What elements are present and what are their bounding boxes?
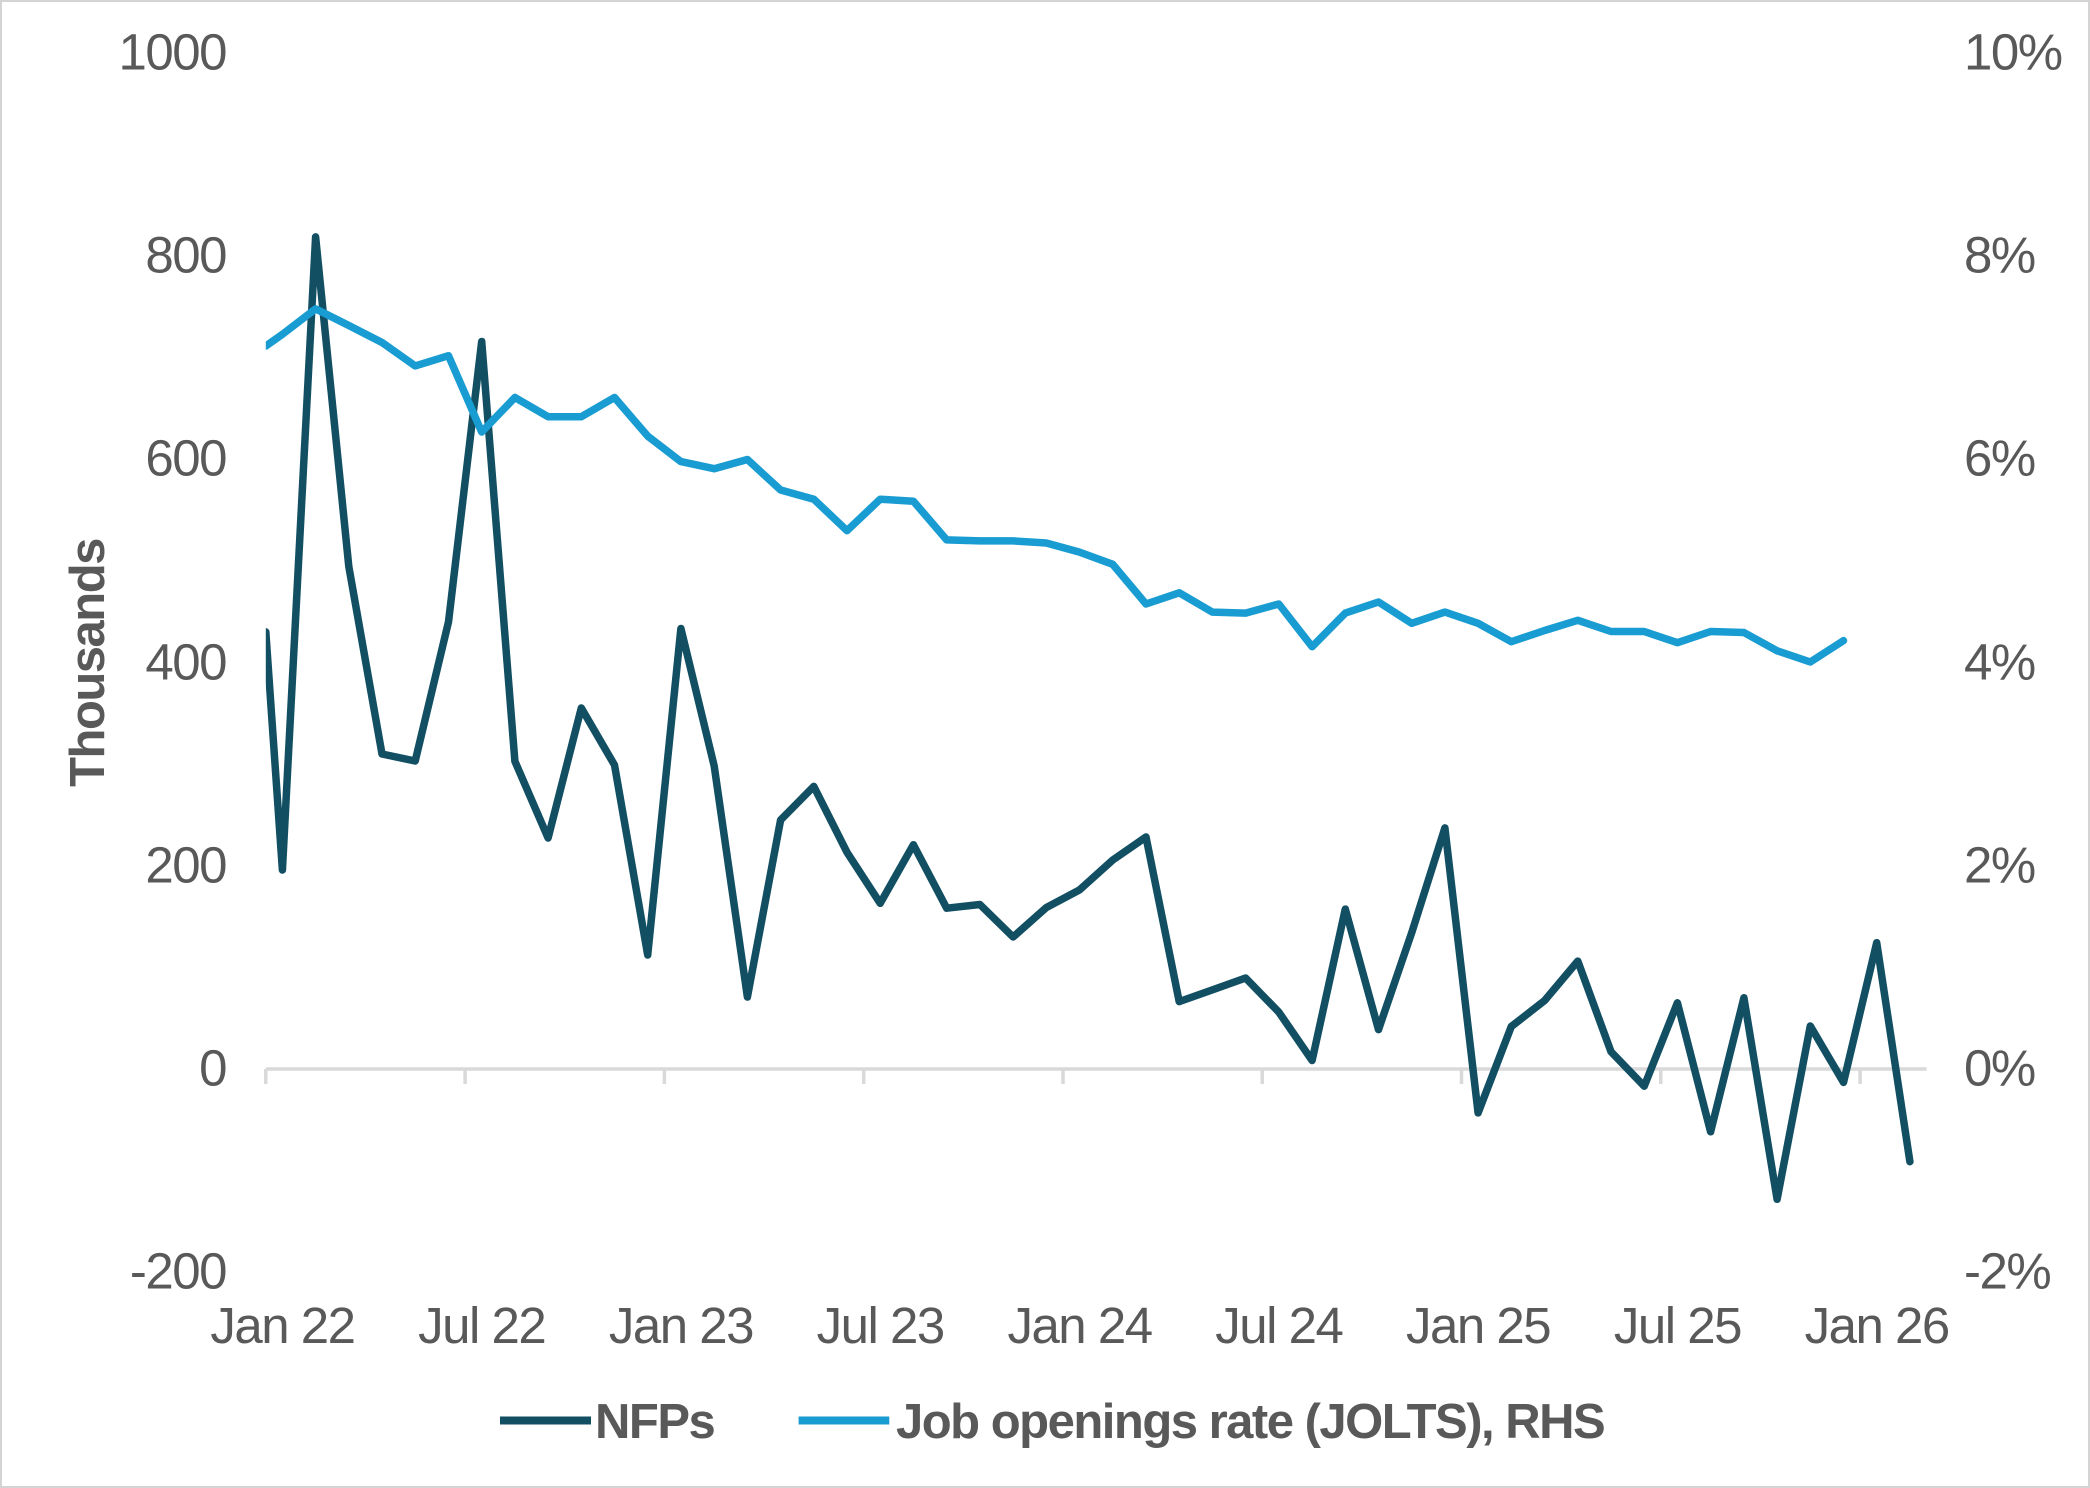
svg-text:Jan 24: Jan 24 [1007, 1297, 1151, 1354]
svg-text:400: 400 [145, 634, 226, 691]
svg-text:10%: 10% [1964, 24, 2062, 81]
svg-text:6%: 6% [1964, 430, 2035, 487]
svg-text:Jan 23: Jan 23 [609, 1297, 753, 1354]
svg-text:Jul 25: Jul 25 [1614, 1297, 1741, 1354]
svg-text:-2%: -2% [1964, 1243, 2050, 1300]
svg-text:NFPs: NFPs [595, 1395, 715, 1449]
svg-text:Jan 22: Jan 22 [210, 1297, 354, 1354]
svg-text:800: 800 [145, 227, 226, 284]
svg-text:0%: 0% [1964, 1040, 2035, 1097]
svg-text:Jul 22: Jul 22 [418, 1297, 545, 1354]
svg-text:-200: -200 [130, 1243, 226, 1300]
svg-text:2%: 2% [1964, 837, 2035, 894]
svg-text:4%: 4% [1964, 634, 2035, 691]
svg-text:0: 0 [199, 1040, 226, 1097]
svg-text:600: 600 [145, 430, 226, 487]
svg-text:Jan 25: Jan 25 [1406, 1297, 1550, 1354]
svg-text:Job openings rate (JOLTS), RHS: Job openings rate (JOLTS), RHS [896, 1395, 1604, 1449]
svg-text:Jul 23: Jul 23 [817, 1297, 944, 1354]
svg-text:8%: 8% [1964, 227, 2035, 284]
svg-text:Jan 26: Jan 26 [1805, 1297, 1949, 1354]
svg-text:Jul 24: Jul 24 [1215, 1297, 1342, 1354]
svg-text:200: 200 [145, 837, 226, 894]
svg-text:Thousands: Thousands [61, 539, 115, 787]
svg-text:1000: 1000 [119, 24, 227, 81]
